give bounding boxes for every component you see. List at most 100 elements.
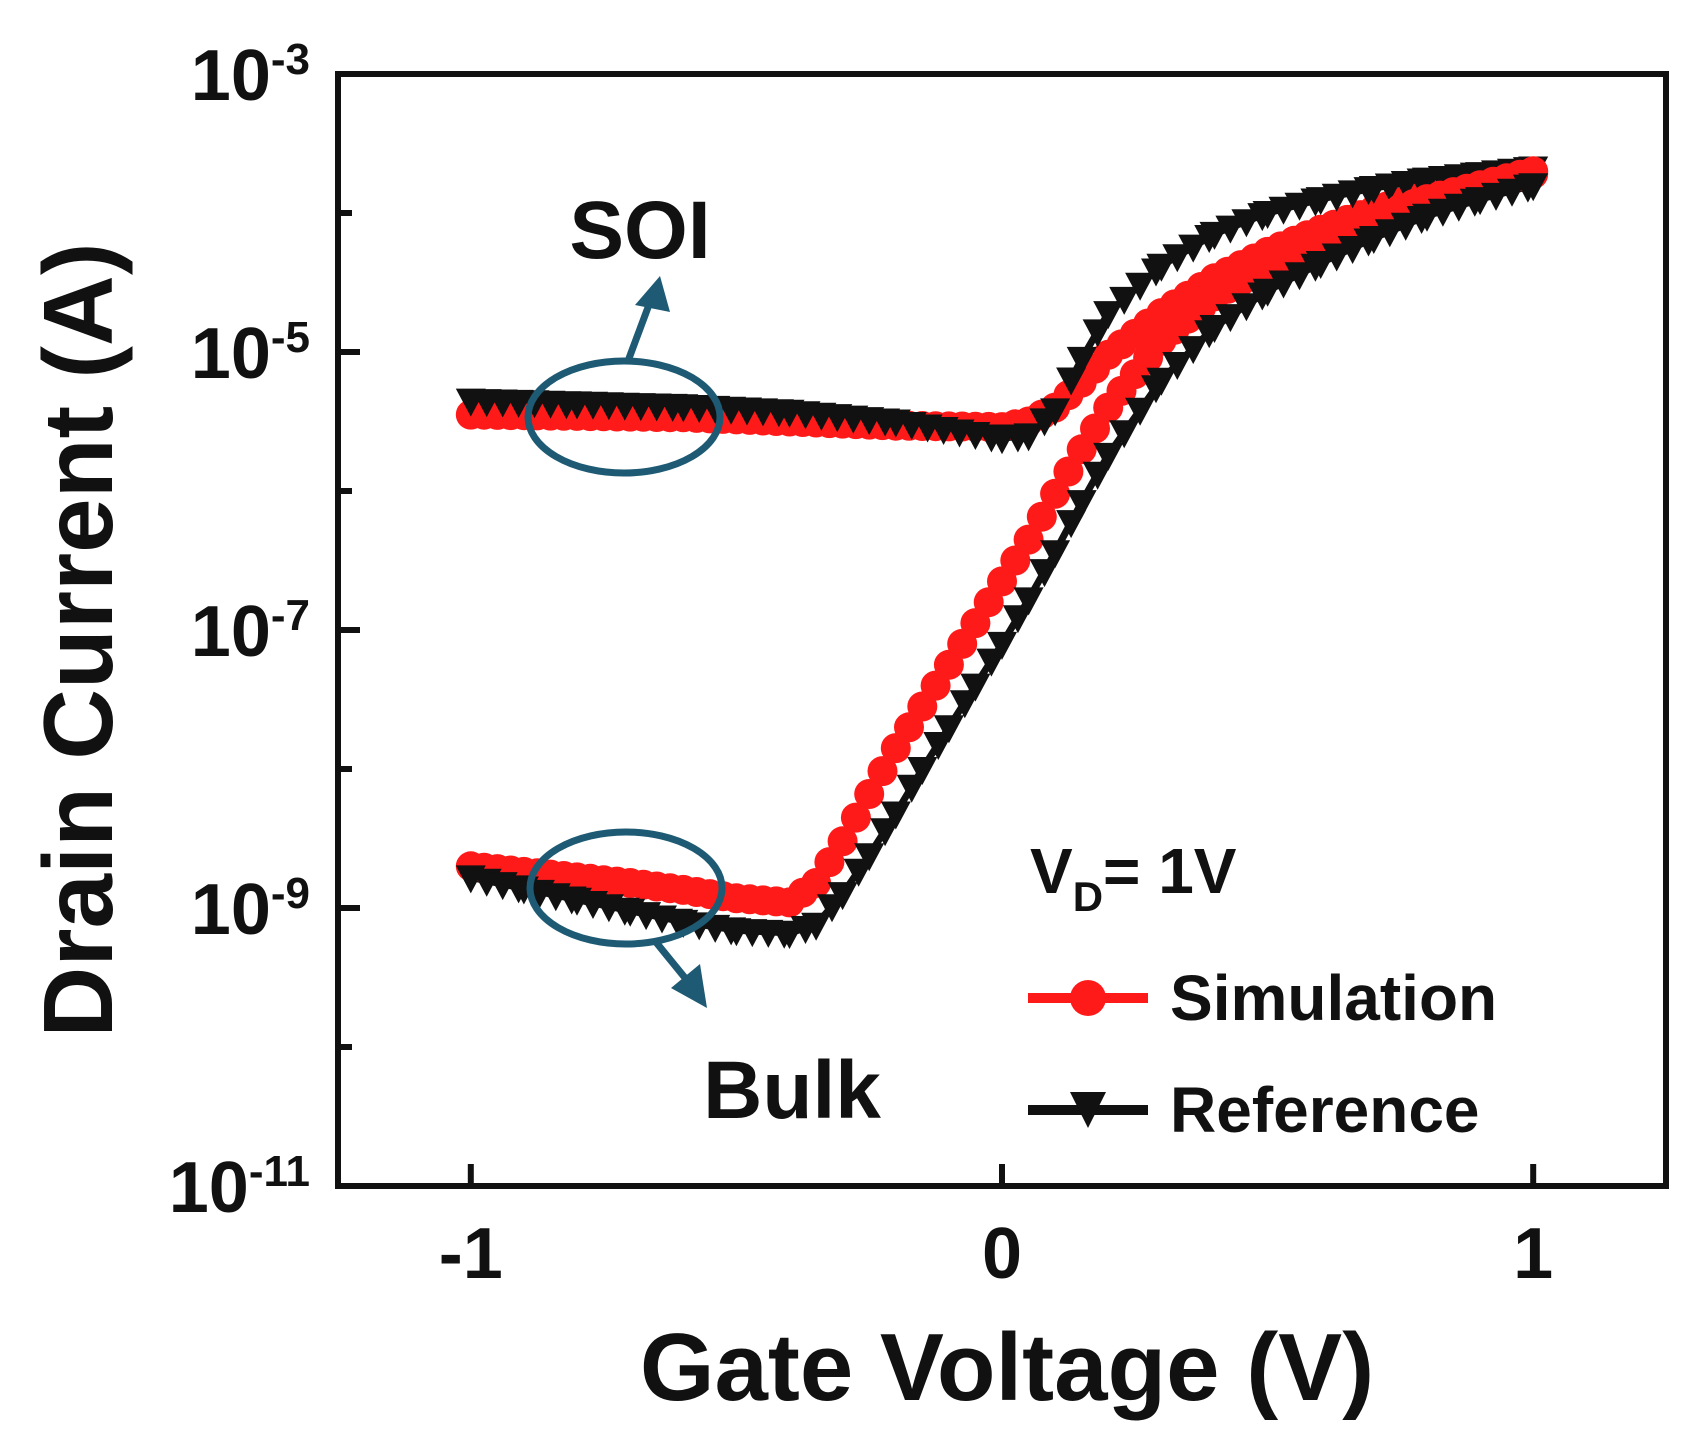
bulk-reference-marker [1125, 397, 1156, 426]
bulk-simulation-marker [1040, 478, 1071, 509]
soi-reference-marker [1082, 319, 1113, 348]
bulk-reference-marker [1040, 540, 1071, 569]
bulk-reference-marker [1215, 304, 1246, 333]
soi-callout-arrow [624, 300, 654, 363]
bulk-reference-marker [1109, 420, 1140, 449]
bulk-reference-marker [1162, 352, 1193, 380]
y-axis-title: Drain Current (A) [23, 243, 133, 1038]
bulk-reference-marker [854, 843, 885, 872]
bulk-reference-marker [1082, 461, 1113, 490]
bulk-reference-marker [1029, 559, 1060, 588]
bulk-simulation-marker [827, 826, 858, 857]
bulk-reference-marker [827, 882, 858, 911]
bulk-reference-marker [976, 648, 1007, 677]
bulk-simulation-marker [854, 779, 885, 809]
bulk-reference-marker [949, 690, 980, 719]
y-tick-label: 10-7 [191, 591, 310, 672]
legend-simulation-label: Simulation [1170, 962, 1497, 1034]
soi-callout-ellipse [524, 357, 724, 477]
soi-reference-marker [1056, 367, 1087, 396]
y-tick-label-base: 10 [191, 36, 271, 116]
y-tick-label-base: 10 [191, 314, 271, 394]
bulk-simulation-marker [867, 756, 898, 787]
legend-reference-marker [1070, 1092, 1106, 1128]
bulk-reference-marker [1337, 236, 1368, 264]
y-tick-label: 10-3 [191, 35, 310, 116]
soi-reference-marker [1146, 253, 1177, 282]
y-tick-label-exponent: -9 [271, 869, 310, 918]
condition-suffix: = 1V [1103, 835, 1237, 907]
soi-reference-marker [1162, 244, 1193, 273]
condition-label: VD= 1V [1030, 835, 1237, 920]
bulk-reference-marker [1305, 251, 1336, 279]
x-tick-label: 1 [1513, 1214, 1553, 1294]
soi-reference-marker [1109, 286, 1140, 315]
y-tick-label-base: 10 [169, 1148, 249, 1228]
y-tick-label-exponent: -3 [271, 35, 310, 84]
bulk-simulation-marker [1053, 456, 1084, 487]
soi-reference-marker [1093, 301, 1124, 330]
x-tick-label: -1 [439, 1214, 503, 1294]
x-axis-title: Gate Voltage (V) [640, 1314, 1374, 1421]
bulk-callout-arrow [652, 938, 693, 987]
soi-reference-marker [1199, 221, 1230, 250]
bulk-callout-ellipse [526, 828, 726, 948]
bulk-reference-marker [1146, 367, 1177, 396]
annotation-layer: SOI Bulk [524, 185, 881, 1136]
bulk-reference-marker [1002, 605, 1033, 634]
bulk-simulation-marker [840, 802, 871, 833]
soi-label: SOI [569, 185, 710, 276]
bulk-reference-marker [880, 801, 911, 830]
bulk-reference-marker [933, 715, 964, 744]
bulk-reference-marker [1178, 336, 1209, 365]
soi-reference-marker [1178, 234, 1209, 263]
bulk-reference-marker [1284, 262, 1315, 291]
svg-text:VD= 1V: VD= 1V [1030, 835, 1237, 920]
bulk-simulation-marker [1026, 501, 1057, 532]
bulk-reference-marker [1056, 510, 1087, 539]
bulk-reference-marker [1390, 212, 1421, 241]
bulk-reference-marker [1013, 587, 1044, 616]
condition-prefix: V [1030, 835, 1073, 907]
y-tick-label-exponent: -7 [271, 591, 310, 640]
bulk-label: Bulk [703, 1045, 881, 1136]
bulk-reference-marker [960, 673, 991, 702]
legend: Simulation Reference [1028, 962, 1497, 1146]
y-tick-label-exponent: -5 [271, 313, 310, 362]
bulk-reference-marker [870, 818, 901, 847]
bulk-reference-marker [1321, 243, 1352, 272]
soi-reference-marker [1231, 209, 1262, 238]
bulk-reference-marker [1231, 293, 1262, 322]
ticks-layer: -1 0 110-310-510-710-910-11 [169, 35, 1553, 1294]
bulk-reference-marker [1066, 490, 1097, 519]
marks-layer [455, 156, 1549, 949]
bulk-reference-marker [843, 858, 874, 887]
bulk-reference-marker [1268, 270, 1299, 299]
bulk-reference-marker [1252, 278, 1283, 307]
x-tick-label: 0 [982, 1214, 1022, 1294]
y-tick-label: 10-9 [191, 869, 310, 950]
y-tick-label: 10-5 [191, 313, 310, 394]
bulk-reference-marker [1093, 442, 1124, 471]
bulk-simulation-marker [1013, 524, 1044, 555]
bulk-reference-marker [1374, 219, 1405, 248]
bulk-reference-marker [1199, 315, 1230, 343]
soi-reference-marker [1066, 346, 1097, 375]
y-tick-label-base: 10 [191, 592, 271, 672]
bulk-reference-marker [923, 732, 954, 760]
y-tick-label: 10-11 [169, 1147, 310, 1228]
condition-subscript: D [1073, 873, 1103, 920]
bulk-reference-marker [801, 912, 832, 941]
bulk-reference-marker [1518, 173, 1549, 202]
bulk-reference-marker [896, 774, 927, 803]
y-tick-label-exponent: -11 [249, 1147, 310, 1196]
soi-callout-arrowhead [635, 276, 670, 312]
bulk-callout-arrowhead [671, 964, 707, 1008]
soi-reference-marker [1125, 272, 1156, 301]
soi-reference-marker [1013, 423, 1044, 452]
bulk-reference-marker [907, 757, 938, 785]
legend-simulation-marker [1070, 980, 1106, 1016]
y-tick-label-base: 10 [191, 870, 271, 950]
